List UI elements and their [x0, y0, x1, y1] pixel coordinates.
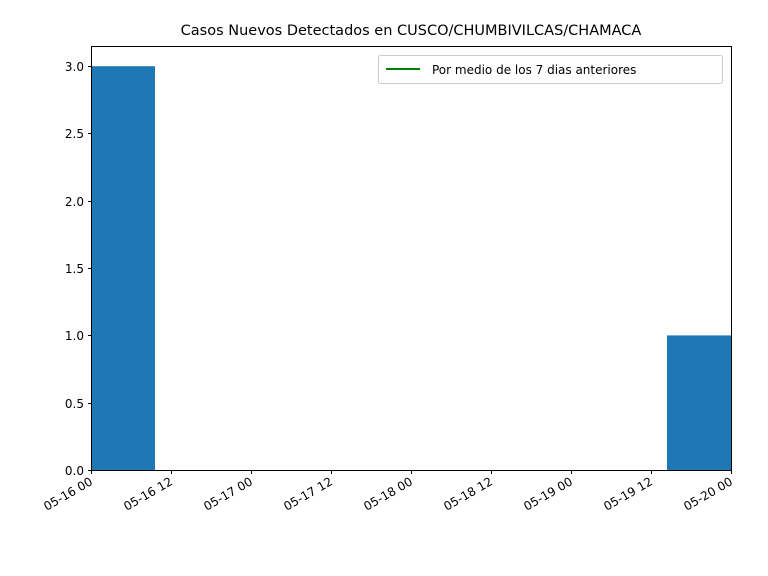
y-tick-label: 3.0 [65, 60, 84, 74]
y-tick-label: 2.5 [65, 127, 84, 141]
y-tick-label: 1.0 [65, 329, 84, 343]
chart-title: Casos Nuevos Detectados en CUSCO/CHUMBIV… [181, 23, 642, 39]
y-tick-label: 0.0 [65, 464, 84, 478]
legend: Por medio de los 7 dias anteriores [378, 55, 723, 84]
legend-box [378, 55, 723, 84]
y-axis-ticks: 0.0 0.5 1.0 1.5 2.0 2.5 3.0 [65, 60, 92, 478]
y-tick-label: 0.5 [65, 397, 84, 411]
bar-05-16 [91, 66, 155, 470]
bar-05-20 [667, 335, 731, 470]
y-tick-label: 2.0 [65, 195, 84, 209]
y-tick-label: 1.5 [65, 262, 84, 276]
legend-label: Por medio de los 7 dias anteriores [432, 63, 636, 77]
bars [91, 66, 731, 470]
